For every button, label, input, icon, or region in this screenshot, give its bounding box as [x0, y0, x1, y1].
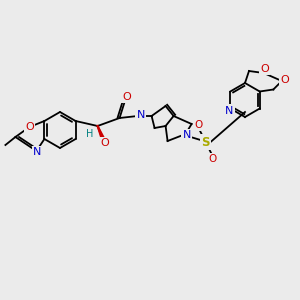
- Text: O: O: [208, 154, 217, 164]
- Text: O: O: [260, 64, 269, 74]
- Polygon shape: [97, 126, 104, 139]
- Text: N: N: [225, 106, 233, 116]
- Text: O: O: [122, 92, 131, 102]
- Text: N: N: [136, 110, 145, 120]
- Text: O: O: [194, 120, 203, 130]
- Text: O: O: [100, 138, 109, 148]
- Text: O: O: [25, 122, 34, 132]
- Text: S: S: [201, 136, 210, 148]
- Text: N: N: [182, 130, 191, 140]
- Text: H: H: [86, 129, 93, 139]
- Text: O: O: [280, 75, 289, 85]
- Text: N: N: [33, 147, 42, 157]
